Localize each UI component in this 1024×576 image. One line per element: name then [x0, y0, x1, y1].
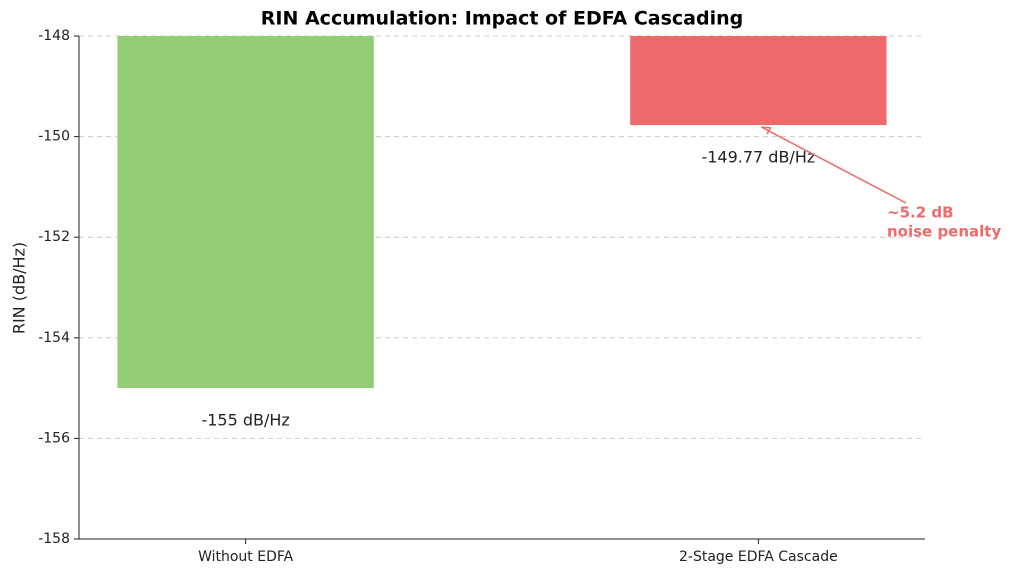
y-tick-label: -158: [38, 531, 70, 547]
y-tick-label: -154: [38, 330, 70, 346]
y-tick-label: -152: [38, 229, 70, 245]
value-label: -155 dB/Hz: [201, 411, 289, 430]
y-tick-label: -156: [38, 430, 70, 446]
bar: [117, 36, 374, 389]
x-tick-label: 2-Stage EDFA Cascade: [679, 549, 838, 565]
y-axis-label: RIN (dB/Hz): [10, 242, 29, 334]
annotation-text: noise penalty: [887, 223, 1001, 241]
y-tick-label: -148: [38, 28, 70, 44]
chart-title: RIN Accumulation: Impact of EDFA Cascadi…: [261, 8, 743, 30]
x-tick-label: Without EDFA: [198, 549, 294, 565]
value-label: -149.77 dB/Hz: [701, 148, 815, 167]
annotation-arrow: [761, 126, 907, 204]
y-tick-label: -150: [38, 129, 70, 145]
annotation-text: ~5.2 dB: [887, 204, 954, 222]
bar: [630, 36, 887, 126]
annotation-arrowhead: [761, 126, 772, 135]
